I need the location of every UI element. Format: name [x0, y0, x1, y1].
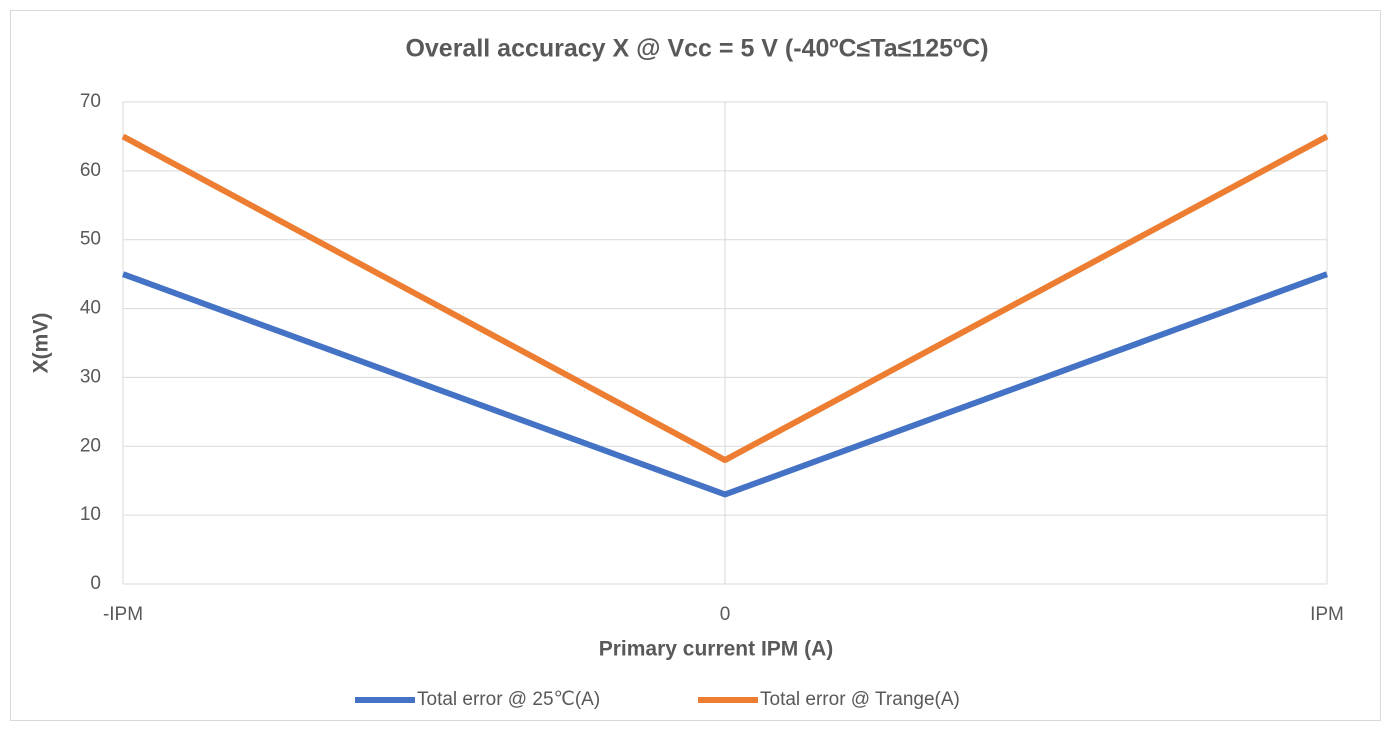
chart-border [10, 10, 1381, 721]
y-tick-label: 20 [80, 435, 101, 456]
y-tick-label: 40 [80, 298, 101, 319]
y-tick-label: 50 [80, 229, 101, 250]
y-tick-label: 70 [80, 91, 101, 112]
chart-title: Overall accuracy X @ Vcc = 5 V (-40ºC≤Ta… [405, 35, 988, 63]
legend-label: Total error @ Trange(A) [760, 689, 960, 710]
y-tick-label: 0 [90, 573, 101, 594]
x-tick-label: 0 [720, 604, 731, 625]
y-axis-title: X(mV) [30, 313, 53, 374]
series-line [121, 271, 1329, 498]
x-axis-title: Primary current IPM (A) [599, 638, 834, 661]
series-line [121, 133, 1329, 464]
x-tick-label: -IPM [103, 604, 143, 625]
y-tick-label: 60 [80, 160, 101, 181]
y-tick-label: 30 [80, 366, 101, 387]
x-tick-label: IPM [1310, 604, 1344, 625]
y-tick-label: 10 [80, 504, 101, 525]
legend-label: Total error @ 25℃(A) [417, 689, 600, 710]
